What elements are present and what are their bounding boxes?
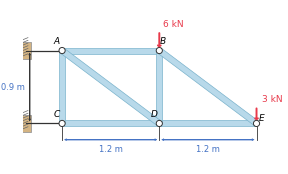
Bar — [18, 42, 31, 60]
Text: C: C — [53, 110, 60, 119]
Polygon shape — [158, 48, 258, 126]
Text: 1.2 m: 1.2 m — [99, 145, 123, 154]
Polygon shape — [59, 50, 65, 124]
Circle shape — [59, 120, 65, 126]
Polygon shape — [62, 48, 159, 54]
Text: 1.2 m: 1.2 m — [196, 145, 220, 154]
Polygon shape — [159, 120, 257, 126]
Polygon shape — [62, 120, 159, 126]
Bar — [18, 114, 31, 132]
Polygon shape — [156, 50, 162, 124]
Text: B: B — [160, 37, 166, 46]
Polygon shape — [60, 48, 161, 126]
Circle shape — [156, 120, 162, 126]
Text: E: E — [259, 114, 264, 123]
Text: 6 kN: 6 kN — [163, 20, 184, 29]
Circle shape — [59, 48, 65, 54]
Text: D: D — [151, 110, 158, 119]
Text: 0.9 m: 0.9 m — [1, 82, 25, 92]
Circle shape — [156, 48, 162, 54]
Circle shape — [253, 120, 259, 126]
Text: A: A — [53, 37, 60, 46]
Text: 3 kN: 3 kN — [262, 95, 283, 104]
